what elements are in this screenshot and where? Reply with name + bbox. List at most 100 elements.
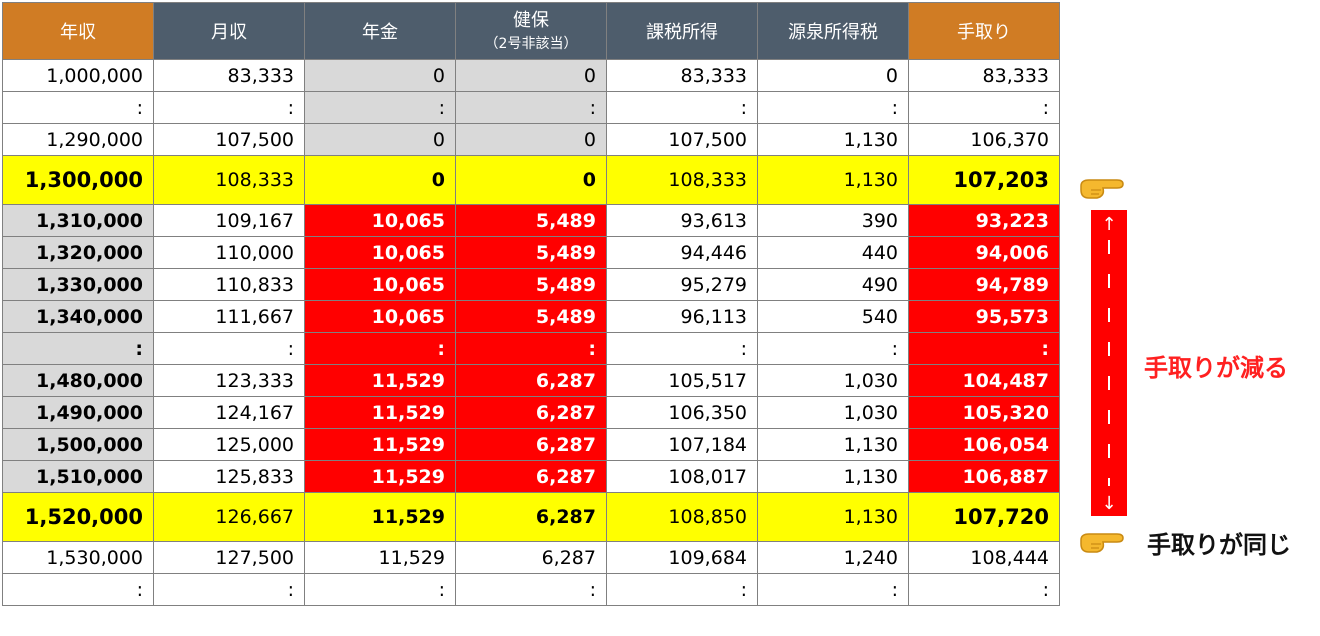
takehome-same-label: 手取りが同じ: [1147, 531, 1291, 559]
cell-taxable: :: [606, 332, 758, 365]
cell-taxable: 106,350: [606, 396, 758, 429]
cell-monthly: 124,167: [153, 396, 305, 429]
cell-monthly: 125,000: [153, 428, 305, 461]
cell-pension: :: [304, 332, 456, 365]
cell-pension: 11,529: [304, 541, 456, 574]
cell-withholding: 0: [757, 59, 909, 92]
cell-withholding: :: [757, 91, 909, 124]
cell-takehome: 107,203: [908, 155, 1060, 205]
cell-health: 6,287: [455, 428, 607, 461]
cell-annual: 1,530,000: [2, 541, 154, 574]
header-health-label: 健保: [513, 10, 549, 31]
cell-withholding: 1,130: [757, 460, 909, 493]
cell-annual: 1,500,000: [2, 428, 154, 461]
cell-monthly: 107,500: [153, 123, 305, 156]
cell-health: 5,489: [455, 236, 607, 269]
cell-withholding: 440: [757, 236, 909, 269]
table-row: 1,340,000 111,667 10,065 5,489 96,113 54…: [2, 300, 1060, 333]
cell-health: 6,287: [455, 492, 607, 542]
cell-pension: :: [304, 573, 456, 606]
cell-takehome: 106,887: [908, 460, 1060, 493]
cell-pension: 10,065: [304, 300, 456, 333]
cell-annual: 1,300,000: [2, 155, 154, 205]
cell-taxable: :: [606, 91, 758, 124]
cell-withholding: :: [757, 573, 909, 606]
cell-takehome: 94,789: [908, 268, 1060, 301]
cell-monthly: 127,500: [153, 541, 305, 574]
cell-taxable: 93,613: [606, 204, 758, 237]
cell-withholding: 1,130: [757, 155, 909, 205]
cell-annual: 1,290,000: [2, 123, 154, 156]
cell-monthly: 123,333: [153, 364, 305, 397]
cell-monthly: 111,667: [153, 300, 305, 333]
cell-annual: 1,310,000: [2, 204, 154, 237]
down-arrow-icon: ↓: [1101, 493, 1117, 514]
cell-taxable: 95,279: [606, 268, 758, 301]
cell-taxable: 107,184: [606, 428, 758, 461]
cell-pension: 10,065: [304, 268, 456, 301]
cell-annual: :: [2, 573, 154, 606]
cell-taxable: 96,113: [606, 300, 758, 333]
cell-takehome: 93,223: [908, 204, 1060, 237]
table-row-highlight: 1,300,000 108,333 0 0 108,333 1,130 107,…: [2, 155, 1060, 205]
cell-health: :: [455, 573, 607, 606]
header-withholding-tax: 源泉所得税: [757, 2, 909, 60]
cell-takehome: :: [908, 573, 1060, 606]
salary-table: 年収 月収 年金 健保 （2号非該当） 課税所得 源泉所得税 手取り 1,000…: [2, 2, 1060, 606]
table-row: : : : : : : :: [2, 332, 1060, 365]
cell-annual: 1,480,000: [2, 364, 154, 397]
cell-taxable: 108,333: [606, 155, 758, 205]
cell-health: 0: [455, 59, 607, 92]
cell-taxable: 105,517: [606, 364, 758, 397]
table-row: 1,000,000 83,333 0 0 83,333 0 83,333: [2, 59, 1060, 92]
cell-health: 0: [455, 155, 607, 205]
dashed-arrow-shaft: [1108, 240, 1110, 486]
cell-monthly: 83,333: [153, 59, 305, 92]
header-pension: 年金: [304, 2, 456, 60]
cell-withholding: 1,130: [757, 492, 909, 542]
header-row: 年収 月収 年金 健保 （2号非該当） 課税所得 源泉所得税 手取り: [2, 2, 1060, 60]
cell-pension: 0: [304, 155, 456, 205]
cell-pension: 11,529: [304, 396, 456, 429]
header-health-insurance: 健保 （2号非該当）: [455, 2, 607, 60]
cell-pension: 11,529: [304, 492, 456, 542]
cell-takehome: 95,573: [908, 300, 1060, 333]
cell-pension: 0: [304, 123, 456, 156]
cell-annual: 1,340,000: [2, 300, 154, 333]
table-row: 1,480,000 123,333 11,529 6,287 105,517 1…: [2, 364, 1060, 397]
cell-pension: 0: [304, 59, 456, 92]
cell-withholding: 390: [757, 204, 909, 237]
cell-annual: 1,490,000: [2, 396, 154, 429]
cell-annual: :: [2, 332, 154, 365]
pointing-hand-icon: [1080, 179, 1124, 199]
decrease-range-bar: ↑ ↓: [1091, 210, 1127, 516]
cell-withholding: :: [757, 332, 909, 365]
pointing-hand-icon: [1080, 533, 1124, 553]
cell-withholding: 1,030: [757, 364, 909, 397]
cell-monthly: :: [153, 91, 305, 124]
cell-withholding: 1,130: [757, 428, 909, 461]
cell-annual: 1,000,000: [2, 59, 154, 92]
cell-annual: 1,330,000: [2, 268, 154, 301]
cell-monthly: 108,333: [153, 155, 305, 205]
cell-taxable: 94,446: [606, 236, 758, 269]
cell-annual: :: [2, 91, 154, 124]
cell-pension: 11,529: [304, 460, 456, 493]
cell-health: :: [455, 91, 607, 124]
cell-takehome: 106,054: [908, 428, 1060, 461]
cell-health: 0: [455, 123, 607, 156]
cell-pension: 10,065: [304, 204, 456, 237]
table-row: 1,330,000 110,833 10,065 5,489 95,279 49…: [2, 268, 1060, 301]
cell-pension: 11,529: [304, 364, 456, 397]
cell-taxable: 83,333: [606, 59, 758, 92]
cell-health: 6,287: [455, 364, 607, 397]
cell-monthly: 109,167: [153, 204, 305, 237]
cell-withholding: 540: [757, 300, 909, 333]
cell-taxable: 108,850: [606, 492, 758, 542]
cell-health: 6,287: [455, 460, 607, 493]
table-row: 1,510,000 125,833 11,529 6,287 108,017 1…: [2, 460, 1060, 493]
cell-health: 5,489: [455, 268, 607, 301]
table-row: 1,290,000 107,500 0 0 107,500 1,130 106,…: [2, 123, 1060, 156]
table-row: 1,490,000 124,167 11,529 6,287 106,350 1…: [2, 396, 1060, 429]
header-health-sublabel: （2号非該当）: [484, 36, 578, 52]
